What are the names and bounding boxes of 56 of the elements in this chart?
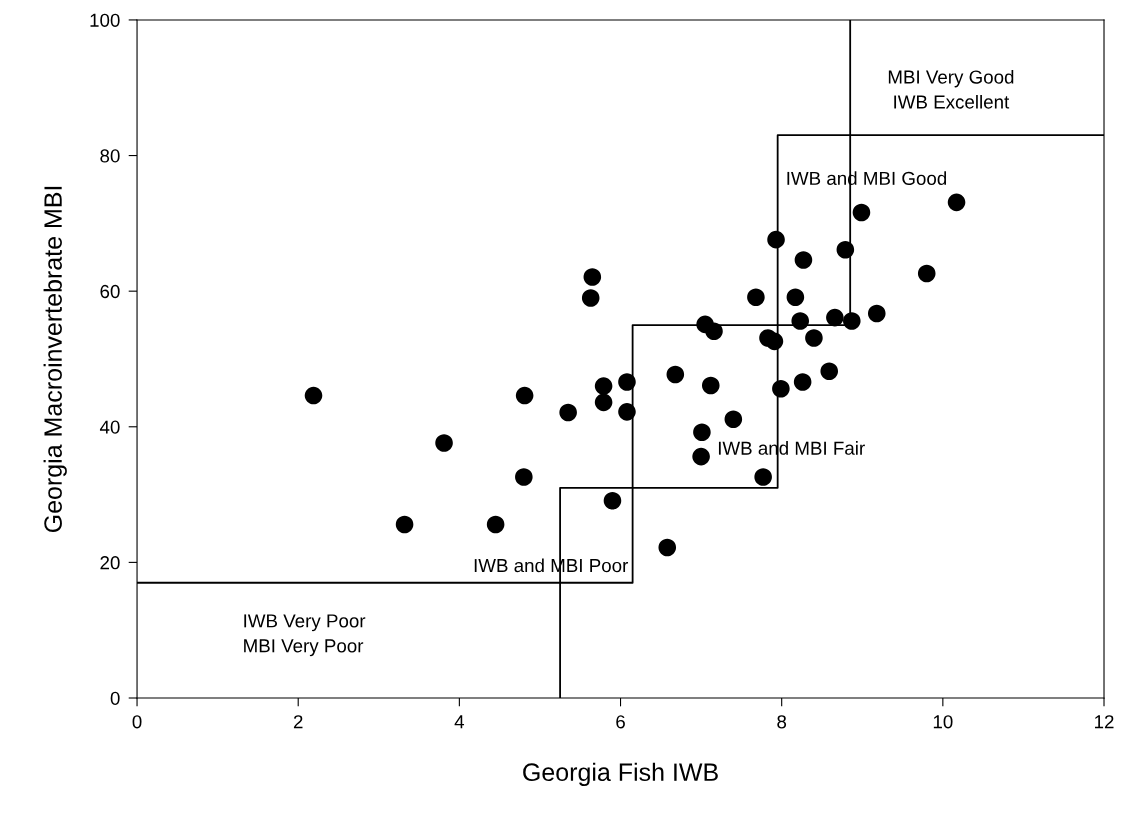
point bbox=[852, 203, 871, 222]
point bbox=[786, 288, 805, 307]
point bbox=[747, 288, 765, 307]
annotation: MBI Very Good IWB Excellent bbox=[888, 69, 1014, 109]
point bbox=[767, 230, 785, 249]
point bbox=[515, 386, 534, 405]
x-tick-label: 6 bbox=[616, 715, 625, 729]
point bbox=[772, 380, 790, 398]
point bbox=[793, 373, 812, 391]
x-tick-label: 2 bbox=[293, 715, 303, 729]
point bbox=[754, 468, 772, 486]
y-tick-label: 0 bbox=[110, 691, 120, 705]
x-tick-label: 0 bbox=[132, 715, 142, 729]
x-tick-label: 10 bbox=[933, 715, 953, 729]
point bbox=[843, 312, 861, 330]
point bbox=[867, 304, 886, 323]
point bbox=[594, 393, 613, 412]
point bbox=[395, 515, 414, 534]
point bbox=[917, 264, 936, 283]
point bbox=[701, 376, 720, 395]
point bbox=[603, 491, 622, 510]
y-tick-label: 100 bbox=[90, 13, 120, 27]
x-axis-title: Georgia Fish IWB bbox=[523, 762, 718, 787]
point bbox=[826, 308, 844, 327]
point bbox=[583, 268, 602, 286]
annotation: IWB Very Poor MBI Very Poor bbox=[244, 614, 366, 657]
y-tick-label: 80 bbox=[100, 149, 120, 163]
point bbox=[658, 538, 677, 557]
point bbox=[794, 251, 813, 269]
point bbox=[947, 193, 966, 212]
x-tick-label: 12 bbox=[1095, 715, 1114, 729]
point bbox=[666, 365, 685, 384]
point bbox=[581, 289, 600, 307]
point bbox=[693, 423, 711, 441]
x-tick-label: 8 bbox=[777, 715, 787, 729]
point bbox=[435, 434, 453, 452]
y-tick-label: 40 bbox=[99, 420, 120, 434]
point bbox=[724, 410, 743, 429]
point bbox=[618, 403, 636, 421]
point bbox=[836, 241, 855, 259]
point bbox=[705, 322, 723, 340]
point bbox=[559, 403, 577, 422]
point bbox=[486, 515, 505, 534]
point bbox=[765, 332, 784, 351]
y-tick-label: 60 bbox=[100, 284, 120, 299]
y-tick-label: 20 bbox=[100, 556, 120, 570]
point bbox=[692, 447, 710, 466]
point bbox=[304, 386, 323, 405]
y-axis-title: Georgia Macroinvertebrate MBI bbox=[43, 186, 67, 533]
point bbox=[805, 329, 823, 347]
point bbox=[820, 362, 839, 380]
point bbox=[515, 468, 533, 486]
x-tick-label: 4 bbox=[454, 715, 465, 729]
point bbox=[791, 312, 809, 330]
point bbox=[618, 373, 636, 391]
point bbox=[594, 377, 613, 395]
